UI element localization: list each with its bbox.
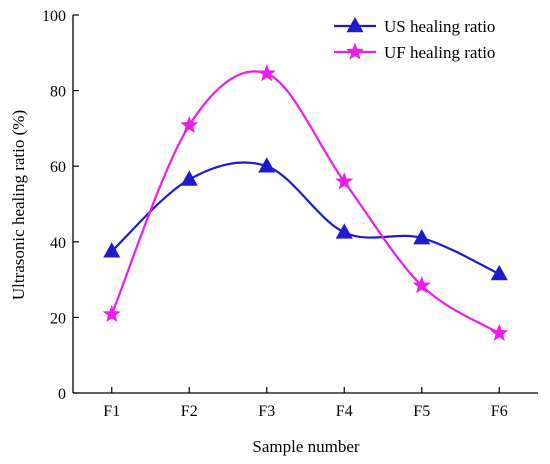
- data-point-0-3: [335, 223, 353, 239]
- data-point-1-5: [490, 323, 509, 341]
- y-tick-label: 80: [50, 84, 66, 101]
- series-line-0: [111, 161, 500, 275]
- data-point-0-5: [490, 264, 508, 281]
- y-tick-label: 100: [42, 8, 66, 25]
- y-axis-label: Ultrasonic healing ratio (%): [9, 110, 28, 300]
- series-line-1: [110, 70, 500, 335]
- data-point-1-0: [102, 304, 121, 323]
- plot-area: 0 20 40 60 80 100 F1 F2 F3 F4 F5 F6: [42, 8, 538, 420]
- legend: US healing ratio UF healing ratio: [334, 17, 495, 62]
- x-tick-label: F3: [258, 403, 275, 420]
- y-tick-label: 20: [50, 310, 66, 327]
- data-point-0-0: [103, 242, 121, 258]
- x-axis-label: Sample number: [252, 437, 360, 456]
- data-point-0-1: [180, 170, 198, 186]
- data-point-1-1: [180, 115, 199, 134]
- legend-marker: [346, 17, 364, 33]
- data-point-1-4: [412, 276, 431, 294]
- legend-marker: [345, 42, 365, 60]
- data-point-0-2: [258, 157, 276, 173]
- legend-label-uf: UF healing ratio: [384, 43, 495, 62]
- y-tick-label: 40: [50, 235, 66, 252]
- x-tick-label: F2: [181, 403, 198, 420]
- legend-label-us: US healing ratio: [384, 17, 495, 36]
- data-point-0-4: [413, 229, 431, 245]
- x-tick-label: F6: [491, 403, 508, 420]
- x-tick-label: F1: [103, 403, 120, 420]
- legend-swatch-uf: [334, 42, 376, 60]
- legend-swatch-us: [334, 17, 376, 33]
- data-point-1-3: [335, 172, 354, 190]
- y-tick-label: 0: [58, 386, 66, 403]
- y-tick-label: 60: [50, 159, 66, 176]
- x-tick-label: F4: [336, 403, 353, 420]
- data-point-1-2: [257, 64, 276, 82]
- x-tick-label: F5: [413, 403, 430, 420]
